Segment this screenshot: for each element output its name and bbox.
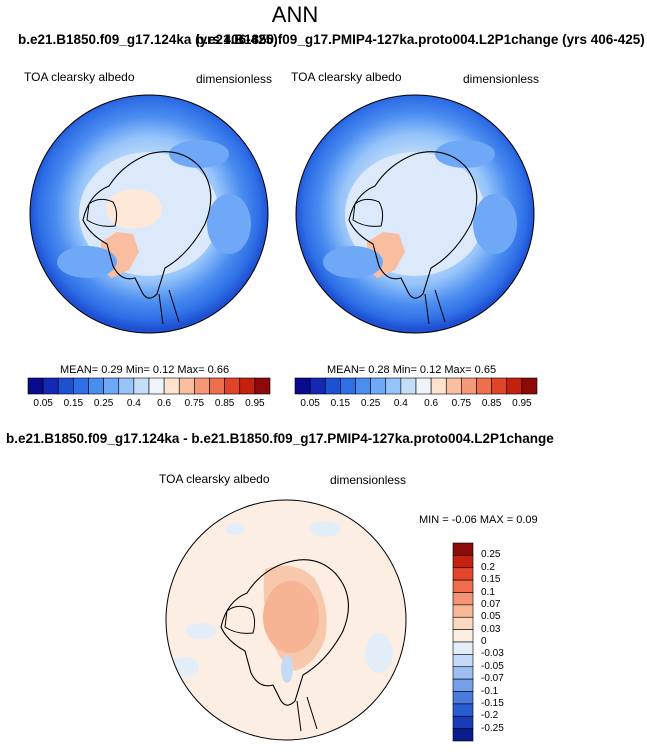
colorbar-swatch bbox=[452, 641, 474, 655]
colorbar-tick-label: 0.6 bbox=[157, 398, 172, 409]
diff-colorbar bbox=[452, 542, 474, 742]
panel1-polar-map bbox=[29, 94, 269, 334]
colorbar-swatch bbox=[355, 377, 371, 395]
panel2-stats: MEAN= 0.28 Min= 0.12 Max= 0.65 bbox=[327, 364, 497, 376]
panel1-variable-label: TOA clearsky albedo bbox=[24, 70, 135, 84]
colorbar-swatch bbox=[521, 377, 538, 395]
panel2-units-label: dimensionless bbox=[463, 72, 540, 86]
colorbar-swatch bbox=[452, 691, 474, 705]
colorbar-swatch bbox=[452, 629, 474, 643]
colorbar-swatch bbox=[309, 377, 326, 395]
colorbar-swatch bbox=[254, 377, 271, 395]
colorbar-swatch bbox=[239, 377, 256, 395]
colorbar-tick-label: 0.25 bbox=[93, 398, 114, 409]
colorbar-swatch bbox=[452, 703, 474, 717]
colorbar-swatch bbox=[452, 728, 474, 742]
colorbar-swatch bbox=[452, 592, 474, 606]
diff-units-label: dimensionless bbox=[330, 473, 407, 487]
colorbar-swatch bbox=[461, 377, 477, 395]
colorbar-swatch bbox=[452, 567, 474, 581]
colorbar-swatch bbox=[452, 579, 474, 593]
colorbar-swatch bbox=[209, 377, 225, 395]
colorbar-swatch bbox=[118, 377, 135, 395]
colorbar-tick-label: 0.05 bbox=[481, 611, 501, 623]
colorbar-tick-label: 0.2 bbox=[481, 561, 495, 573]
colorbar-tick-label: -0.03 bbox=[481, 648, 504, 660]
right-case-title: b.e21.B1850.f09_g17.PMIP4-127ka.proto004… bbox=[196, 32, 645, 47]
colorbar-swatch bbox=[294, 377, 311, 395]
colorbar-tick-label: 0.25 bbox=[360, 398, 381, 409]
colorbar-tick-label: 0.05 bbox=[300, 398, 320, 409]
colorbar-swatch bbox=[476, 377, 492, 395]
diff-polar-map bbox=[165, 499, 407, 741]
colorbar-tick-label: 0.15 bbox=[63, 398, 84, 409]
colorbar-tick-label: 0.6 bbox=[424, 398, 439, 409]
panel1-units-label: dimensionless bbox=[196, 72, 273, 86]
colorbar-tick-label: 0.03 bbox=[481, 623, 501, 635]
colorbar-tick-label: 0.05 bbox=[33, 398, 53, 409]
colorbar-swatch bbox=[452, 555, 474, 569]
panel1-stats: MEAN= 0.29 Min= 0.12 Max= 0.66 bbox=[60, 364, 230, 376]
left-case-title: b.e21.B1850.f09_g17.124ka (yrs 406-425) bbox=[18, 32, 278, 47]
colorbar-swatch bbox=[452, 678, 474, 692]
colorbar-swatch bbox=[452, 542, 474, 556]
colorbar-tick-label: 0.07 bbox=[481, 598, 501, 610]
colorbar-swatch bbox=[133, 377, 150, 395]
panel2-polar-map bbox=[295, 94, 535, 334]
diff-variable-label: TOA clearsky albedo bbox=[159, 472, 270, 486]
colorbar-tick-label: -0.05 bbox=[481, 660, 504, 672]
colorbar-tick-label: 0.95 bbox=[512, 398, 532, 409]
colorbar-tick-label: 0.95 bbox=[245, 398, 265, 409]
colorbar-swatch bbox=[194, 377, 210, 395]
colorbar-swatch bbox=[103, 377, 120, 395]
colorbar-tick-label: 0.25 bbox=[481, 549, 501, 561]
colorbar-swatch bbox=[324, 377, 341, 395]
panel2-variable-label: TOA clearsky albedo bbox=[291, 70, 402, 84]
colorbar-tick-label: 0.15 bbox=[330, 398, 351, 409]
colorbar-swatch bbox=[452, 666, 474, 680]
colorbar-swatch bbox=[73, 377, 89, 395]
diff-stats: MIN = -0.06 MAX = 0.09 bbox=[419, 514, 538, 526]
colorbar-swatch bbox=[430, 377, 447, 395]
colorbar-tick-label: 0.75 bbox=[451, 398, 472, 409]
colorbar-swatch bbox=[452, 715, 474, 729]
colorbar-tick-label: 0.15 bbox=[481, 574, 501, 586]
panel2-colorbar bbox=[294, 377, 538, 395]
colorbar-swatch bbox=[178, 377, 195, 395]
colorbar-tick-label: -0.15 bbox=[481, 697, 504, 709]
colorbar-tick-label: 0.85 bbox=[214, 398, 235, 409]
colorbar-swatch bbox=[415, 377, 432, 395]
colorbar-swatch bbox=[452, 654, 474, 668]
colorbar-swatch bbox=[340, 377, 356, 395]
colorbar-tick-label: -0.1 bbox=[481, 685, 499, 697]
colorbar-tick-label: 0.4 bbox=[393, 398, 408, 409]
colorbar-tick-label: 0.75 bbox=[184, 398, 205, 409]
colorbar-swatch bbox=[370, 377, 387, 395]
colorbar-swatch bbox=[452, 604, 474, 618]
page-title: ANN bbox=[271, 2, 319, 27]
colorbar-tick-label: 0.1 bbox=[481, 586, 495, 598]
colorbar-tick-label: 0 bbox=[481, 636, 487, 647]
diff-title: b.e21.B1850.f09_g17.124ka - b.e21.B1850.… bbox=[6, 431, 554, 446]
colorbar-swatch bbox=[148, 377, 165, 395]
colorbar-swatch bbox=[163, 377, 180, 395]
colorbar-swatch bbox=[491, 377, 508, 395]
panel1-colorbar bbox=[27, 377, 271, 395]
colorbar-swatch bbox=[452, 616, 474, 630]
colorbar-tick-label: 0.85 bbox=[481, 398, 502, 409]
colorbar-swatch bbox=[88, 377, 104, 395]
colorbar-swatch bbox=[400, 377, 417, 395]
colorbar-tick-label: -0.2 bbox=[481, 710, 499, 722]
colorbar-swatch bbox=[506, 377, 523, 395]
colorbar-swatch bbox=[385, 377, 402, 395]
colorbar-swatch bbox=[27, 377, 44, 395]
colorbar-swatch bbox=[445, 377, 462, 395]
colorbar-swatch bbox=[42, 377, 59, 395]
colorbar-tick-label: -0.07 bbox=[481, 673, 504, 685]
colorbar-tick-label: 0.4 bbox=[126, 398, 141, 409]
colorbar-tick-label: -0.25 bbox=[481, 722, 504, 734]
colorbar-swatch bbox=[57, 377, 74, 395]
colorbar-swatch bbox=[224, 377, 241, 395]
